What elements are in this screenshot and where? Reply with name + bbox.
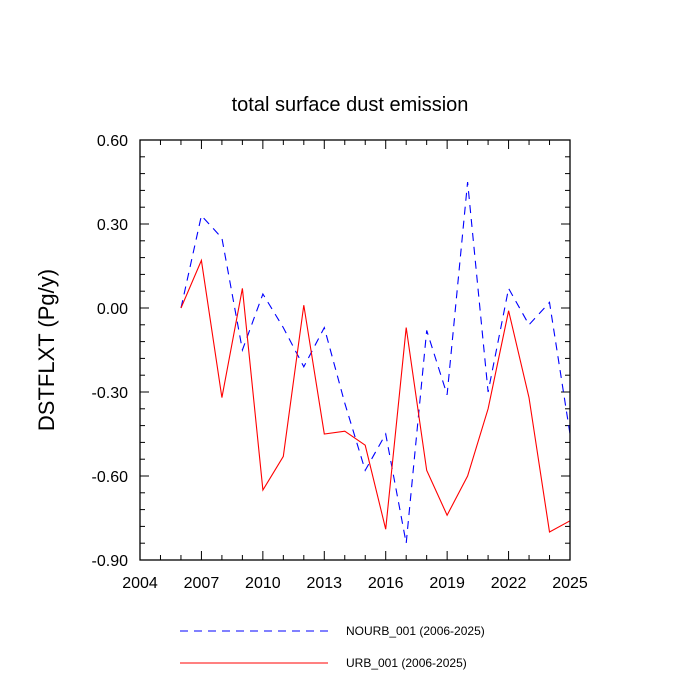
- x-tick-label: 2004: [122, 575, 158, 592]
- y-tick-label: -0.90: [92, 553, 129, 570]
- y-tick-label: -0.60: [92, 469, 129, 486]
- series-layer: [180, 181, 571, 544]
- x-tick-label: 2022: [491, 575, 527, 592]
- plot-frame: [139, 139, 571, 561]
- chart-title: total surface dust emission: [232, 94, 469, 116]
- series-line-1: [180, 181, 571, 544]
- axis-ticks: 2004 2007 2010 2013 2016 2019 2022 2025 -0.90 -0.…: [92, 133, 588, 592]
- y-tick-label: -0.30: [92, 385, 129, 402]
- x-tick-label: 2010: [245, 575, 281, 592]
- legend: NOURB_001 (2006-2025) URB_001 (2006-2025): [180, 624, 485, 670]
- y-tick-label: 0.00: [97, 301, 128, 318]
- x-tick-label: 2013: [306, 575, 342, 592]
- x-tick-label: 2007: [184, 575, 220, 592]
- y-tick-label: 0.30: [97, 217, 128, 234]
- legend-label-1: NOURB_001 (2006-2025): [346, 624, 485, 638]
- x-tick-label: 2025: [552, 575, 588, 592]
- y-axis-label: DSTFLXT (Pg/y): [34, 269, 59, 431]
- x-tick-label: 2019: [429, 575, 465, 592]
- series-line-2: [180, 258, 571, 533]
- legend-label-2: URB_001 (2006-2025): [346, 656, 467, 670]
- y-tick-label: 0.60: [97, 133, 128, 150]
- x-tick-label: 2016: [368, 575, 404, 592]
